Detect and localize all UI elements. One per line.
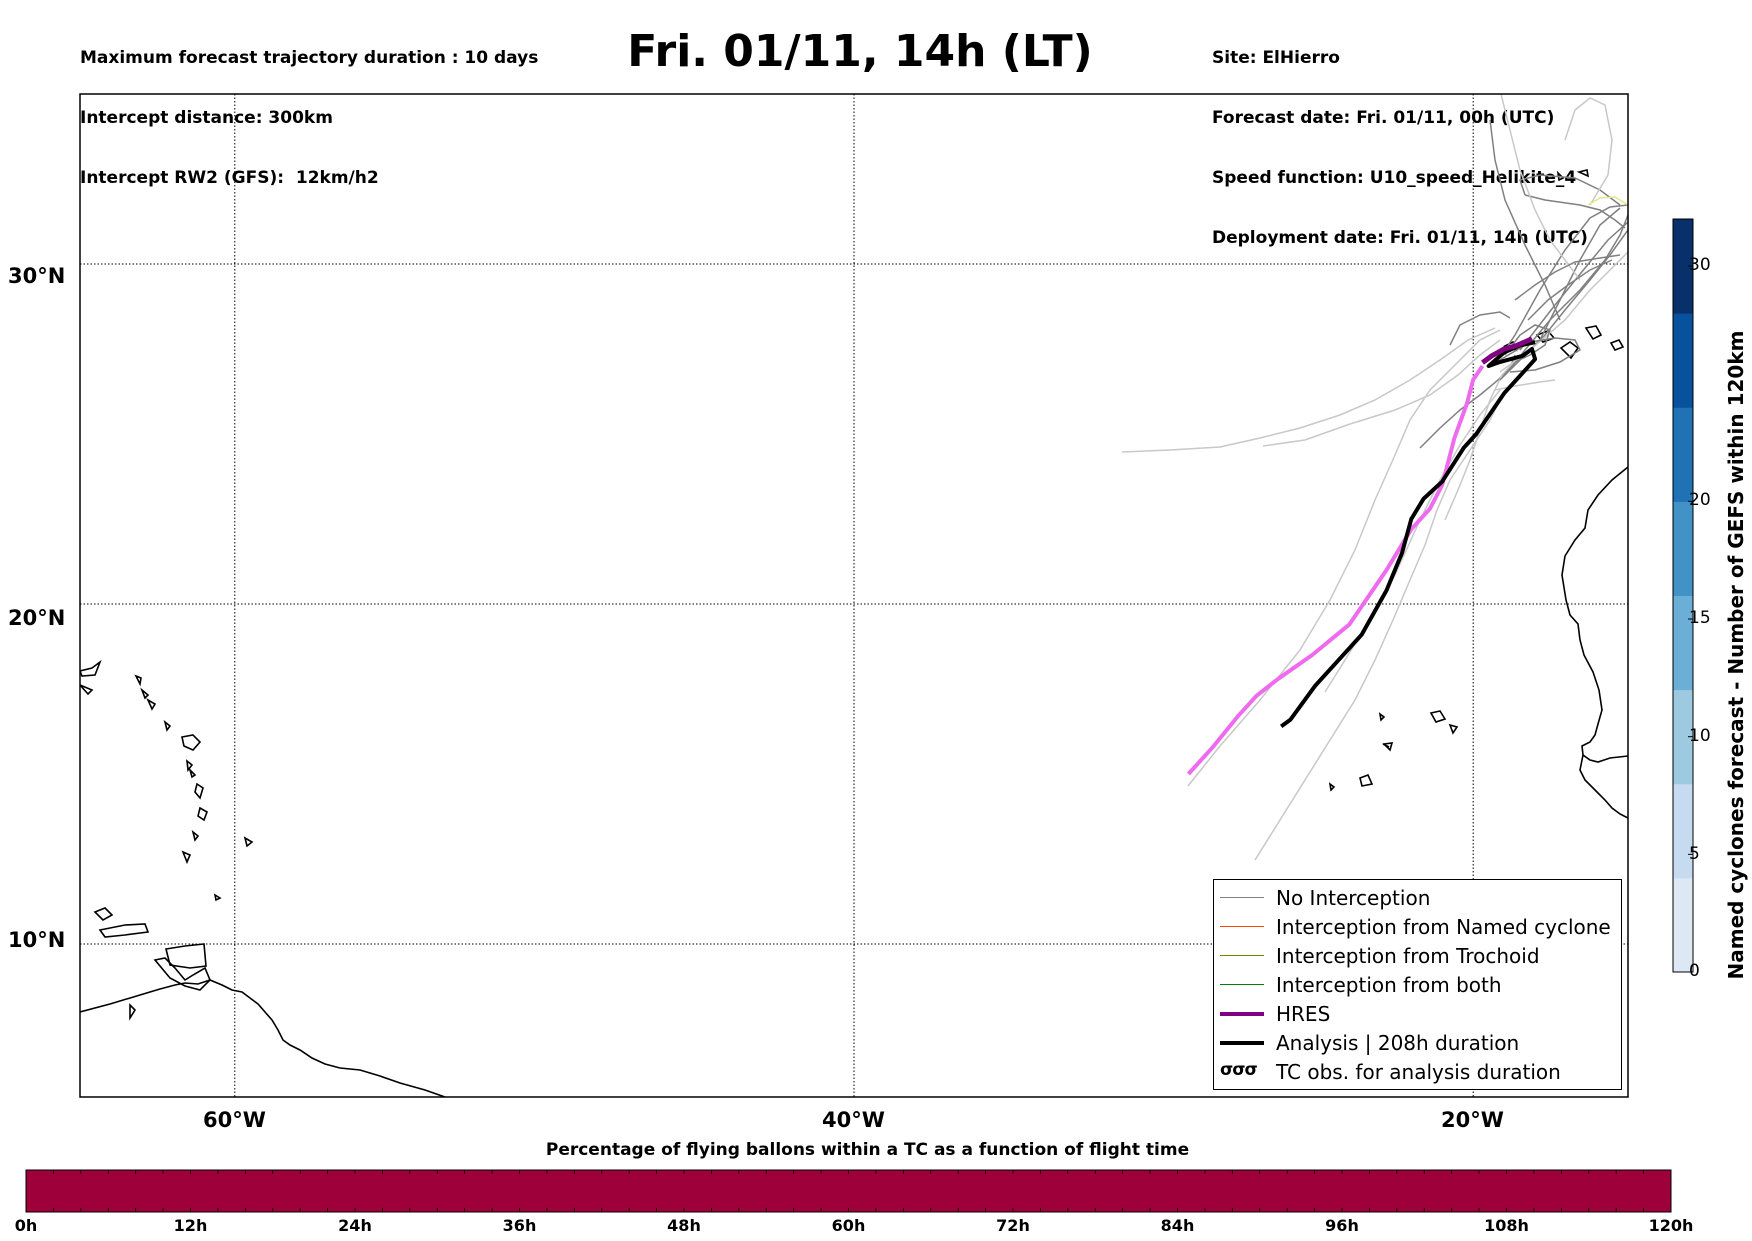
header-left-line: Intercept distance: 300km — [80, 108, 333, 128]
header-right-line: Site: ElHierro — [1212, 48, 1340, 68]
colorbar-segment — [1673, 407, 1693, 502]
bottom-bar-tick-label: 60h — [831, 1216, 866, 1235]
bottom-bar-tick-label: 12h — [173, 1216, 208, 1235]
lon-label-20w: 20°W — [1441, 1108, 1504, 1132]
colorbar-tick: 0 — [1689, 961, 1700, 981]
cape-verde-islands — [1429, 710, 1447, 723]
bottom-bar-tick-label: 108h — [1484, 1216, 1529, 1235]
legend-item: Interception from both — [1214, 971, 1621, 999]
legend-item: Analysis | 208h duration — [1214, 1029, 1621, 1057]
header-right-line: Deployment date: Fri. 01/11, 14h (UTC) — [1212, 228, 1588, 248]
south-america-coast — [80, 979, 446, 1097]
legend-item: No Interception — [1214, 884, 1621, 912]
legend-label: HRES — [1276, 1002, 1331, 1026]
legend-item: HRES — [1214, 1000, 1621, 1028]
legend-swatch — [1220, 984, 1264, 986]
legend-swatch — [1220, 897, 1264, 899]
header-left-line: Maximum forecast trajectory duration : 1… — [80, 48, 539, 68]
named-cyclones-colorbar — [1672, 218, 1694, 973]
ensemble-track-pink — [1186, 364, 1485, 776]
colorbar-segment — [1673, 313, 1693, 408]
legend-swatch — [1220, 1041, 1264, 1045]
bottom-bar-tick-label: 84h — [1160, 1216, 1195, 1235]
canary-islands — [1559, 341, 1580, 360]
legend-label: TC obs. for analysis duration — [1276, 1060, 1561, 1084]
page-title: Fri. 01/11, 14h (LT) — [627, 26, 1093, 77]
colorbar-frame — [1672, 218, 1694, 973]
header-left-line: Intercept RW2 (GFS): 12km/h2 — [80, 168, 379, 188]
bottom-bar-title: Percentage of flying ballons within a TC… — [545, 1140, 1190, 1160]
legend-label: Interception from both — [1276, 973, 1502, 997]
map-frame — [79, 93, 1629, 1098]
madeira-islands — [1576, 169, 1590, 178]
analysis-track — [1280, 340, 1538, 729]
tc-percentage-colorbar — [25, 1169, 1672, 1213]
colorbar-segment — [1673, 689, 1693, 785]
legend-swatch — [1220, 926, 1264, 928]
lat-label-20n: 20°N — [8, 606, 66, 630]
legend-swatch — [1220, 1012, 1264, 1016]
lat-label-10n: 10°N — [8, 928, 66, 952]
colorbar-tick: 10 — [1689, 726, 1711, 746]
colorbar-label: Named cyclones forecast - Number of GEFS… — [1724, 330, 1748, 980]
legend-item: Interception from Named cyclone — [1214, 913, 1621, 941]
header-right-line: Forecast date: Fri. 01/11, 00h (UTC) — [1212, 108, 1555, 128]
legend-label: No Interception — [1276, 886, 1431, 910]
bottom-bar-tick-label: 0h — [14, 1216, 38, 1235]
ensemble-tracks-grey — [1121, 94, 1628, 861]
legend-label: Analysis | 208h duration — [1276, 1031, 1520, 1055]
lon-label-40w: 40°W — [822, 1108, 885, 1132]
colorbar-tick: 30 — [1689, 255, 1711, 275]
legend-item: Interception from Trochoid — [1214, 942, 1621, 970]
bottom-bar-tick-label: 120h — [1648, 1216, 1694, 1235]
bottom-bar-tick-label: 96h — [1325, 1216, 1359, 1235]
header-left: Maximum forecast trajectory duration : 1… — [80, 8, 538, 208]
tc-obs-icon: σσσ — [1220, 1060, 1258, 1080]
colorbar-tick: 5 — [1689, 844, 1700, 864]
colorbar-segment — [1673, 501, 1693, 596]
colorbar-tick: 15 — [1689, 608, 1711, 628]
lon-label-60w: 60°W — [203, 1108, 266, 1132]
trinidad-coast — [165, 943, 207, 969]
lat-label-30n: 30°N — [8, 264, 66, 288]
bottom-bar-tick-label: 72h — [996, 1216, 1030, 1235]
bottom-bar-tick-label: 48h — [667, 1216, 701, 1235]
legend-label: Interception from Trochoid — [1276, 944, 1540, 968]
bottom-bar-fill — [25, 1169, 1672, 1213]
lesser-antilles — [80, 659, 102, 677]
colorbar-segment — [1673, 783, 1693, 879]
colorbar-tick: 20 — [1689, 490, 1711, 510]
africa-coast — [1561, 466, 1628, 763]
colorbar-segment — [1673, 877, 1693, 973]
legend: No Interception Interception from Named c… — [1213, 879, 1622, 1090]
bottom-bar-tick-label: 36h — [502, 1216, 537, 1235]
legend-swatch — [1220, 955, 1264, 957]
bottom-bar-tick-label: 24h — [338, 1216, 372, 1235]
map-gridlines — [80, 94, 1628, 1097]
legend-item: σσσ TC obs. for analysis duration — [1214, 1058, 1621, 1086]
legend-label: Interception from Named cyclone — [1276, 915, 1611, 939]
colorbar-segment — [1673, 219, 1693, 314]
header-right: Site: ElHierro Forecast date: Fri. 01/11… — [1212, 8, 1588, 268]
hres-track — [1481, 336, 1534, 365]
